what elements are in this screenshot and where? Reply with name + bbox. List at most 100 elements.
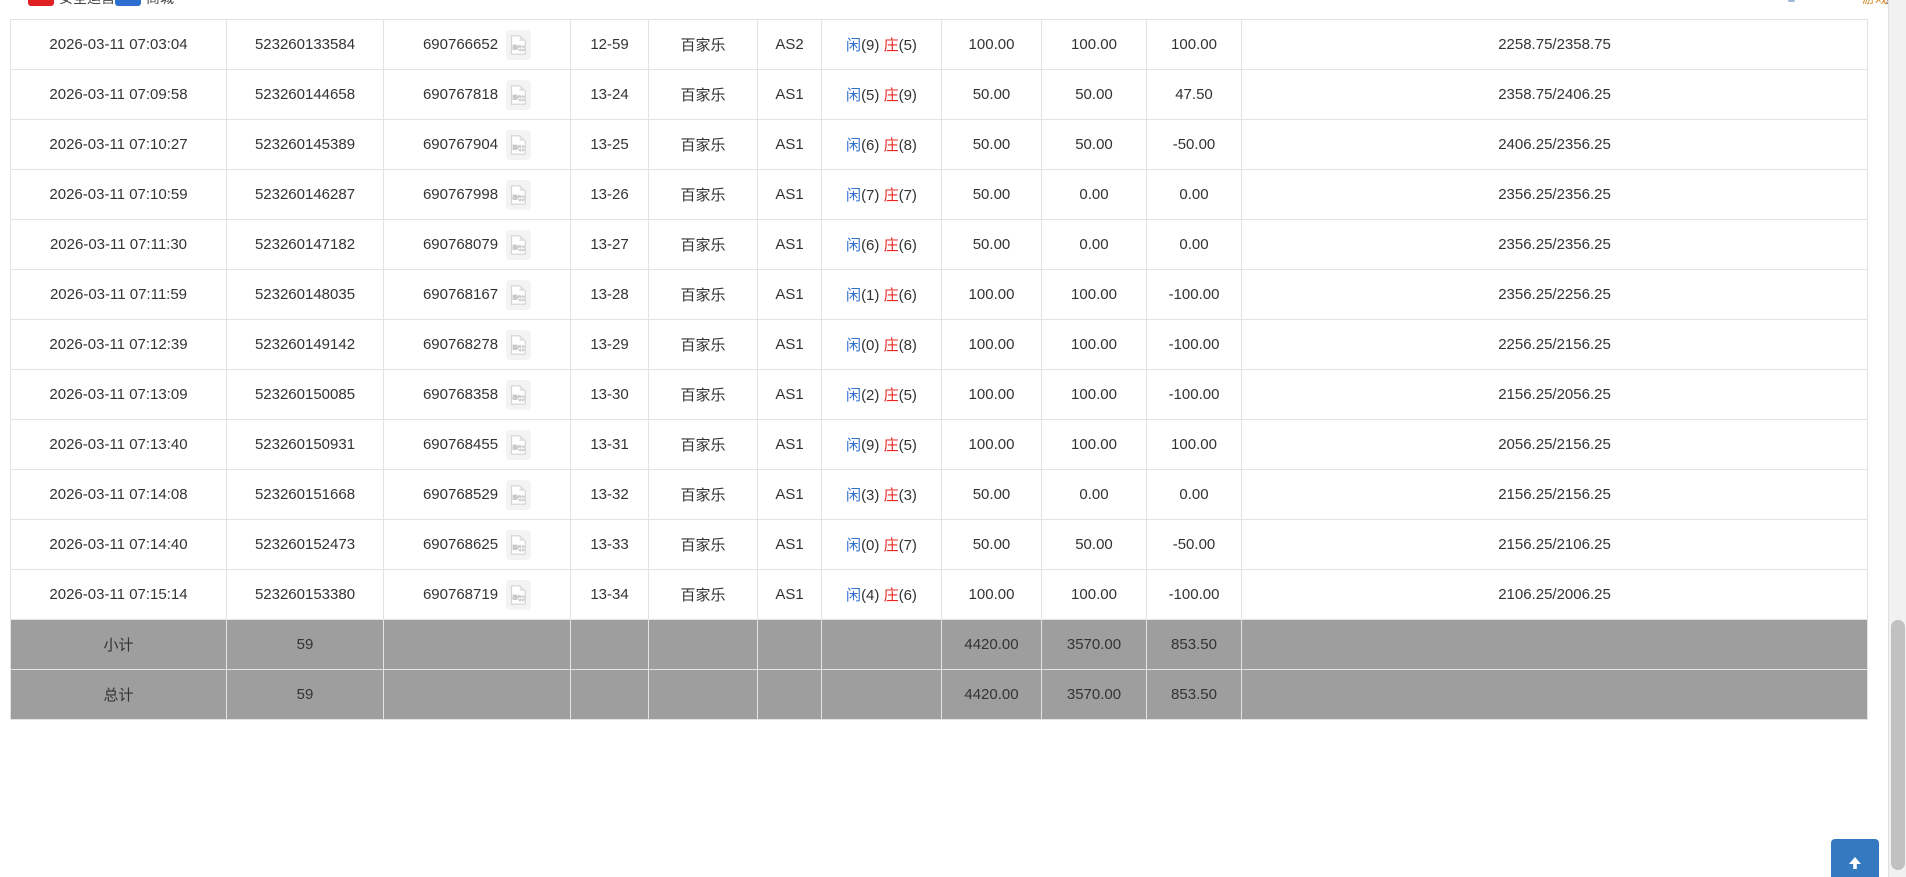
back-to-top-button[interactable] (1831, 839, 1879, 877)
cell-valid-amount: 50.00 (1041, 119, 1147, 170)
cell-time: 2026-03-11 07:13:40 (10, 419, 227, 470)
result-banker-value: (6) (898, 237, 917, 254)
result-player-value: (9) (861, 437, 880, 454)
summary-blank-seat (757, 619, 822, 670)
video-replay-icon[interactable] (506, 79, 532, 110)
result-player-label: 闲 (846, 37, 862, 54)
table-row: 2026-03-11 07:14:08 523260151668 690768529… (10, 469, 1868, 520)
cell-result: 闲(3) 庄(3) (821, 469, 942, 520)
cell-bet-id: 523260146287 (226, 169, 384, 220)
result-banker-label: 庄 (883, 537, 899, 554)
cell-game: 百家乐 (648, 369, 758, 420)
video-replay-icon[interactable] (506, 329, 532, 360)
cell-bet-amount[interactable]: 100.00 (941, 319, 1042, 370)
toolbar-item-1[interactable]: 安全运营 (28, 0, 115, 8)
page-scrollbar-track[interactable] (1888, 0, 1906, 877)
cell-game: 百家乐 (648, 269, 758, 320)
video-replay-icon[interactable] (506, 29, 532, 60)
result-banker-label: 庄 (883, 137, 899, 154)
toolbar-right-link-1[interactable]: 游戏记录 (1862, 0, 1906, 7)
cell-game: 百家乐 (648, 319, 758, 370)
cell-bet-amount[interactable]: 50.00 (941, 119, 1042, 170)
table-row: 2026-03-11 07:12:39 523260149142 690768278… (10, 319, 1868, 370)
cell-win-loss: -50.00 (1146, 119, 1242, 170)
summary-count: 59 (226, 669, 384, 720)
cell-result: 闲(9) 庄(5) (821, 19, 942, 70)
video-replay-icon[interactable] (506, 279, 532, 310)
bet-records-table-container: 2026-03-11 07:03:04 523260133584 690766652… (10, 19, 1868, 720)
result-player-label: 闲 (846, 87, 862, 104)
result-banker-value: (5) (898, 387, 917, 404)
cell-bet-amount[interactable]: 50.00 (941, 169, 1042, 220)
cell-seat: AS1 (757, 469, 822, 520)
summary-row: 小计 59 4420.00 3570.00 853.50 (10, 619, 1868, 670)
cell-time: 2026-03-11 07:03:04 (10, 19, 227, 70)
cell-bet-amount[interactable]: 100.00 (941, 569, 1042, 620)
cell-game: 百家乐 (648, 169, 758, 220)
cell-table-no: 13-26 (570, 169, 649, 220)
toolbar-right-pill[interactable] (1788, 0, 1795, 2)
cell-round-no: 690767904 (383, 119, 571, 170)
top-toolbar-strip: 安全运营 商城 + 游戏记录 账号管理 (0, 0, 1906, 14)
video-replay-icon[interactable] (506, 229, 532, 260)
cell-bet-id: 523260153380 (226, 569, 384, 620)
cell-bet-amount[interactable]: 50.00 (941, 519, 1042, 570)
cell-seat: AS1 (757, 269, 822, 320)
table-row: 2026-03-11 07:15:14 523260153380 690768719… (10, 569, 1868, 620)
cell-bet-amount[interactable]: 100.00 (941, 419, 1042, 470)
summary-blank-seat (757, 669, 822, 720)
video-replay-icon[interactable] (506, 429, 532, 460)
page-scrollbar-thumb[interactable] (1891, 620, 1905, 870)
summary-bet-amount: 4420.00 (941, 669, 1042, 720)
video-replay-icon[interactable] (506, 379, 532, 410)
cell-bet-amount[interactable]: 100.00 (941, 19, 1042, 70)
video-replay-icon[interactable] (506, 579, 532, 610)
cell-round-no: 690768358 (383, 369, 571, 420)
summary-label: 总计 (10, 669, 227, 720)
cell-bet-amount[interactable]: 50.00 (941, 69, 1042, 120)
cell-table-no: 13-24 (570, 69, 649, 120)
result-banker-label: 庄 (883, 487, 899, 504)
toolbar-item-2[interactable]: 商城 (115, 0, 174, 8)
cell-seat: AS1 (757, 569, 822, 620)
result-banker-value: (7) (898, 537, 917, 554)
result-player-label: 闲 (846, 337, 862, 354)
result-player-value: (2) (861, 387, 880, 404)
video-replay-icon[interactable] (506, 129, 532, 160)
round-no-text: 690768358 (422, 386, 499, 403)
cell-valid-amount: 100.00 (1041, 419, 1147, 470)
result-player-label: 闲 (846, 437, 862, 454)
summary-valid-amount: 3570.00 (1041, 619, 1147, 670)
cell-round-no: 690768455 (383, 419, 571, 470)
bookmark-pill-icon (1788, 0, 1795, 2)
cell-seat: AS1 (757, 119, 822, 170)
summary-win-loss: 853.50 (1146, 669, 1242, 720)
round-no-text: 690766652 (422, 36, 499, 53)
result-player-value: (7) (861, 187, 880, 204)
cell-bet-amount[interactable]: 100.00 (941, 269, 1042, 320)
video-replay-icon[interactable] (506, 529, 532, 560)
result-player-value: (6) (861, 137, 880, 154)
result-banker-value: (5) (898, 37, 917, 54)
cell-balance: 2256.25/2156.25 (1241, 319, 1868, 370)
video-replay-icon[interactable] (506, 179, 532, 210)
result-banker-value: (6) (898, 287, 917, 304)
cell-win-loss: -50.00 (1146, 519, 1242, 570)
cell-result: 闲(9) 庄(5) (821, 419, 942, 470)
summary-blank-table (570, 669, 649, 720)
video-replay-icon[interactable] (506, 479, 532, 510)
summary-blank-balance (1241, 669, 1868, 720)
toolbar-add-tab[interactable]: + (196, 0, 204, 4)
cell-game: 百家乐 (648, 519, 758, 570)
result-player-label: 闲 (846, 537, 862, 554)
cell-bet-amount[interactable]: 50.00 (941, 219, 1042, 270)
result-player-label: 闲 (846, 187, 862, 204)
cell-table-no: 13-32 (570, 469, 649, 520)
cell-bet-amount[interactable]: 100.00 (941, 369, 1042, 420)
cell-bet-amount[interactable]: 50.00 (941, 469, 1042, 520)
cell-win-loss: -100.00 (1146, 269, 1242, 320)
cell-valid-amount: 100.00 (1041, 569, 1147, 620)
cell-valid-amount: 100.00 (1041, 269, 1147, 320)
result-banker-label: 庄 (883, 187, 899, 204)
cell-valid-amount: 50.00 (1041, 519, 1147, 570)
